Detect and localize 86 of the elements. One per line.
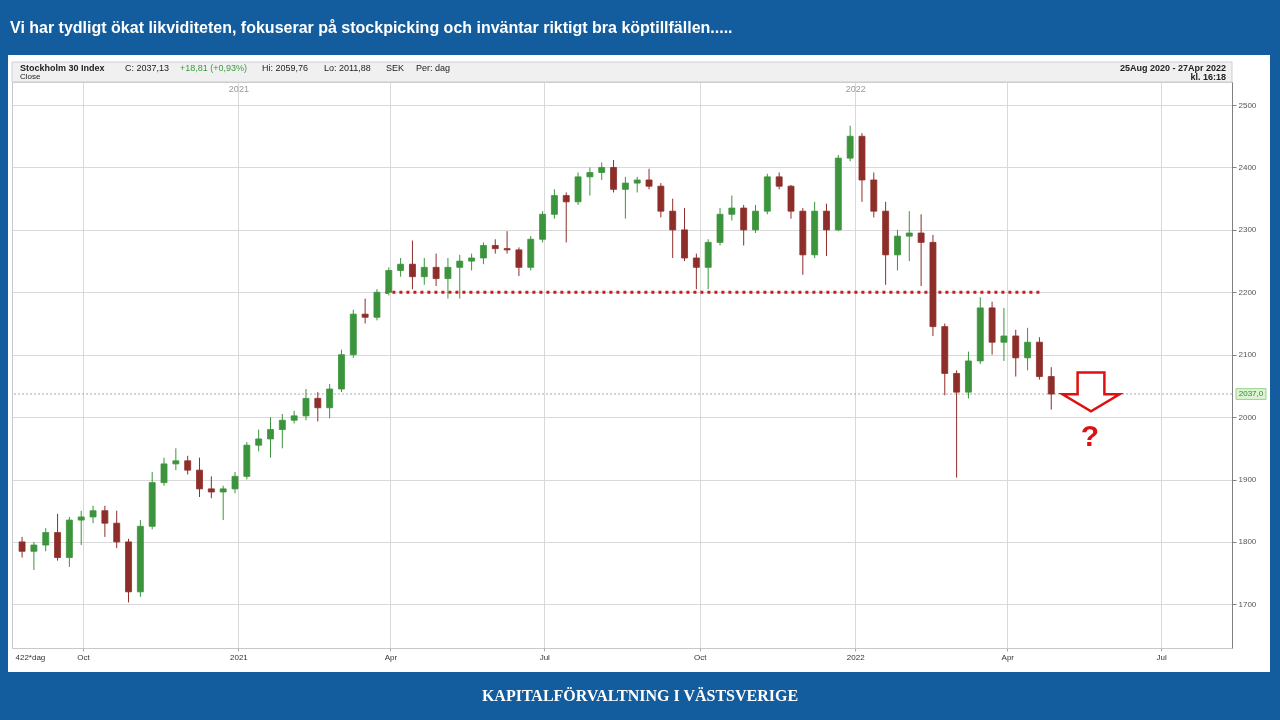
chart-title: Vi har tydligt ökat likviditeten, fokuserar på stockpicking och inväntar riktigt bra köptillfällen..... bbox=[10, 19, 733, 36]
candlestick bbox=[196, 457, 203, 498]
y-tick-label: 2500 bbox=[1238, 100, 1257, 110]
x2-tick-label: 2022 bbox=[845, 83, 866, 94]
text: 25Aug 2020 - 27Apr 2022 bbox=[1119, 63, 1226, 73]
y-tick-label: 2300 bbox=[1238, 225, 1257, 235]
x-tick-label: Jul bbox=[539, 652, 551, 662]
text: Hi: 2059,76 bbox=[262, 63, 309, 73]
candlestick bbox=[30, 541, 38, 571]
candlestick bbox=[669, 198, 677, 259]
text: SEK bbox=[386, 63, 405, 73]
candlestick bbox=[77, 510, 85, 546]
y-tick-label: 1700 bbox=[1238, 599, 1257, 609]
candlestick bbox=[905, 210, 913, 262]
y-tick-label: 2200 bbox=[1238, 287, 1257, 297]
candlestick bbox=[385, 266, 393, 296]
candlestick bbox=[255, 429, 263, 452]
text: Close bbox=[20, 72, 41, 81]
x-tick-label: 2021 bbox=[229, 652, 249, 662]
candlestick bbox=[562, 191, 570, 243]
candlestick bbox=[361, 298, 369, 324]
candlestick bbox=[621, 176, 629, 220]
candlestick bbox=[160, 457, 168, 487]
x-tick-label: Oct bbox=[77, 652, 91, 662]
candlestick bbox=[420, 257, 428, 286]
x-tick-label: 2022 bbox=[846, 652, 866, 662]
candlestick bbox=[551, 188, 558, 220]
x-tick-label: Apr bbox=[1001, 652, 1015, 662]
candlestick bbox=[172, 447, 180, 471]
candlestick bbox=[586, 166, 594, 197]
x-tick-label: Jul bbox=[1156, 652, 1167, 662]
candlestick bbox=[89, 505, 97, 524]
text: +18,81 (+0,93%) bbox=[180, 63, 248, 73]
candlestick bbox=[302, 388, 310, 421]
candlestick bbox=[101, 505, 109, 538]
candlestick bbox=[1047, 366, 1055, 411]
x-tick-label: Apr bbox=[384, 652, 398, 662]
candlestick bbox=[692, 253, 700, 290]
text: Stockholm 30 Index bbox=[20, 63, 105, 73]
candlestick bbox=[610, 159, 617, 193]
candlestick bbox=[645, 168, 653, 190]
y-tick-label: 2000 bbox=[1238, 412, 1257, 422]
candlestick bbox=[113, 510, 121, 549]
y-tick-label: 2400 bbox=[1238, 162, 1257, 172]
candlestick bbox=[184, 455, 192, 476]
y-tick-label: 2100 bbox=[1238, 350, 1257, 360]
candlestick bbox=[1024, 327, 1031, 371]
candlestick bbox=[740, 204, 748, 246]
text: kl. 16:18 bbox=[1190, 72, 1226, 82]
candlestick bbox=[267, 416, 274, 459]
candlestick bbox=[846, 125, 854, 162]
candlestick bbox=[456, 254, 464, 300]
candlestick bbox=[503, 230, 511, 255]
candlestick bbox=[314, 391, 322, 422]
y-tick-label: 1800 bbox=[1238, 537, 1257, 547]
ref-line-label: 2037,0 bbox=[1238, 389, 1264, 399]
candlestick bbox=[42, 527, 50, 552]
text: C: 2037,13 bbox=[125, 63, 170, 73]
x2-tick-label: 2021 bbox=[228, 83, 249, 94]
candlestick bbox=[823, 203, 830, 257]
text: Per: dag bbox=[416, 63, 451, 73]
candlestick bbox=[917, 213, 925, 287]
candlestick bbox=[728, 195, 736, 222]
annotation: ? bbox=[1080, 419, 1100, 452]
x-axis-title: 422*dag bbox=[15, 652, 46, 662]
candlestick bbox=[432, 253, 440, 287]
candlestick bbox=[480, 241, 487, 265]
candlestick bbox=[1012, 329, 1020, 378]
candlestick bbox=[752, 204, 759, 234]
candlestick bbox=[326, 383, 334, 419]
candlestick bbox=[444, 257, 452, 300]
candlestick bbox=[894, 229, 901, 271]
candlestick bbox=[231, 471, 239, 494]
candlestick bbox=[515, 246, 523, 277]
y-tick-label: 1900 bbox=[1238, 475, 1257, 485]
candlestick bbox=[18, 536, 26, 559]
text: Lo: 2011,88 bbox=[324, 63, 371, 73]
candlestick bbox=[409, 240, 416, 290]
candlestick bbox=[1000, 307, 1008, 362]
candlestick bbox=[219, 485, 227, 521]
candlestick bbox=[207, 475, 215, 499]
x-tick-label: Oct bbox=[694, 652, 708, 662]
candlestick bbox=[953, 369, 961, 479]
candlestick bbox=[397, 257, 405, 278]
candlestick bbox=[278, 413, 286, 449]
text: KAPITALFÖRVALTNING I VÄSTSVERIGE bbox=[481, 687, 799, 704]
